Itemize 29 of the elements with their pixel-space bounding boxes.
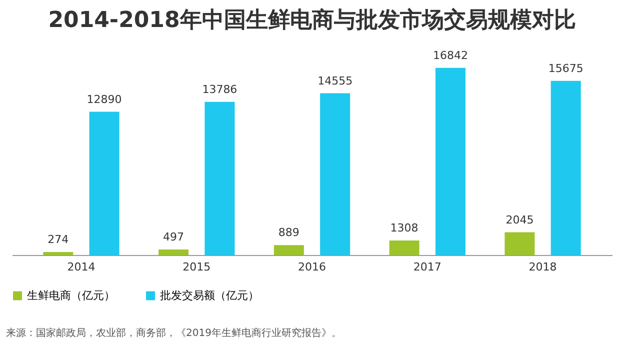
source-note: 来源：国家邮政局，农业部，商务部，《2019年生鲜电商行业研究报告》。 bbox=[6, 326, 342, 340]
bar bbox=[389, 240, 420, 255]
bar bbox=[204, 102, 235, 255]
bar bbox=[158, 249, 189, 255]
data-label: 2045 bbox=[506, 213, 534, 226]
data-label: 889 bbox=[278, 226, 300, 240]
bar bbox=[89, 112, 120, 255]
data-label: 12890 bbox=[86, 92, 122, 106]
data-label: 13786 bbox=[202, 82, 238, 96]
x-tick-label: 2018 bbox=[528, 260, 557, 274]
bar bbox=[43, 252, 74, 255]
data-label: 274 bbox=[48, 232, 69, 246]
bar bbox=[504, 232, 535, 255]
data-label: 14555 bbox=[318, 74, 353, 88]
bar bbox=[550, 80, 581, 255]
x-tick-label: 2015 bbox=[182, 260, 211, 274]
chart-title: 2014-2018年中国生鲜电商与批发市场交易规模对比 bbox=[48, 6, 576, 33]
x-tick-label: 2016 bbox=[298, 260, 326, 274]
legend-label: 生鲜电商（亿元） bbox=[27, 288, 115, 302]
data-label: 497 bbox=[163, 230, 184, 244]
bar bbox=[274, 245, 304, 255]
data-label: 16842 bbox=[432, 48, 468, 62]
bar bbox=[435, 68, 466, 255]
legend-label: 批发交易额（亿元） bbox=[160, 288, 259, 302]
data-label: 1308 bbox=[390, 221, 418, 234]
data-label: 15675 bbox=[548, 62, 584, 75]
x-tick-label: 2014 bbox=[67, 260, 96, 274]
bar bbox=[320, 93, 350, 255]
x-tick-label: 2017 bbox=[413, 260, 442, 274]
